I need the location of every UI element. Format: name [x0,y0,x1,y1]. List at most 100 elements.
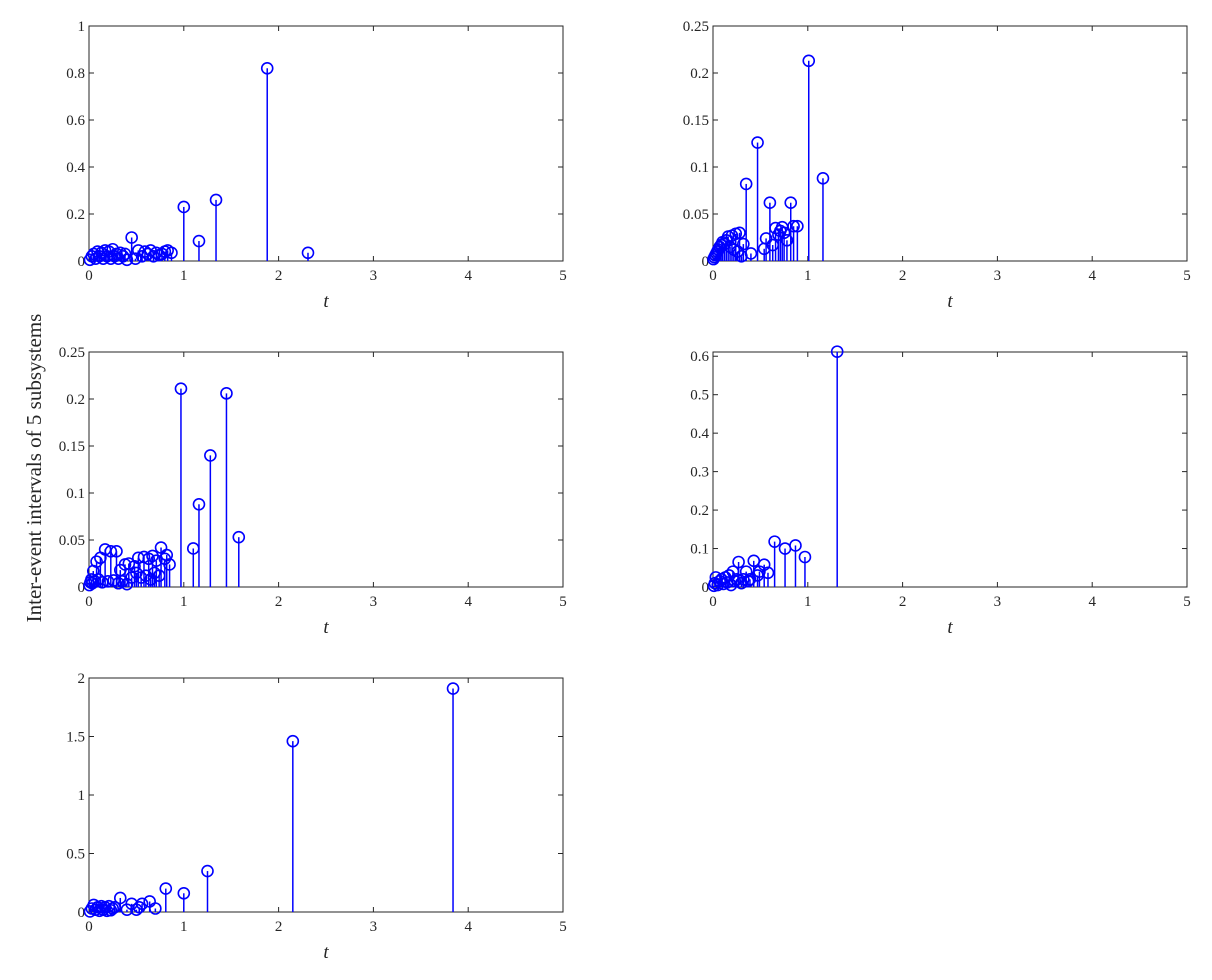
x-tick-label: 3 [994,594,1002,610]
y-tick-label: 0.1 [690,160,709,176]
x-tick-label: 5 [559,919,567,935]
y-tick-label: 0.2 [690,66,709,82]
stem-marker [220,387,233,400]
x-tick-label: 5 [559,594,567,610]
x-tick-label: 4 [1088,268,1096,284]
y-tick-label: 0.3 [690,465,709,481]
subplot-1: 0 1 2 3 4 5 0 0.2 0.4 0.6 0.8 1 t [66,19,567,312]
stem-marker [113,891,127,905]
subplot-5: 0 1 2 3 4 5 0 0.5 1 1.5 2 t [66,671,567,963]
x-tick-label: 3 [370,919,378,935]
x-tick-label: 0 [709,594,717,610]
stem-marker [802,54,816,68]
stem-marker [737,237,750,251]
x-tick-label: 5 [1183,594,1191,610]
y-tick-label: 0.25 [59,345,85,361]
stem-marker [286,734,300,748]
subplot-4: 0 1 2 3 4 5 0 0.1 0.2 0.3 0.4 0.5 0.6 t [690,345,1191,638]
x-tick-label: 2 [275,594,283,610]
stem-marker [110,544,123,558]
y-tick-label: 0.6 [66,113,85,129]
stem-marker [768,535,781,548]
stem-series [83,62,315,267]
stem-series [707,345,844,593]
stem-marker [777,226,791,240]
x-tick-label: 5 [559,268,567,284]
y-tick-label: 0 [702,254,710,270]
stem-marker [174,382,188,395]
x-tick-label: 3 [994,268,1002,284]
x-tick-label: 4 [1088,594,1096,610]
stem-marker [739,565,753,578]
y-tick-label: 0.5 [690,388,709,404]
x-tick-label: 1 [180,919,188,935]
y-tick-label: 0.2 [66,207,85,223]
y-tick-label: 0.6 [690,349,709,365]
x-axis-label: t [323,617,329,638]
stem-series [707,54,830,266]
stem-marker [149,902,162,915]
stem-marker [159,882,173,895]
axes-frame [712,351,1188,588]
y-tick-label: 0.5 [66,847,85,863]
x-tick-label: 0 [85,594,93,610]
y-tick-label: 0.1 [690,542,709,558]
stem-marker [728,574,742,588]
y-tick-label: 1 [78,788,86,804]
y-tick-label: 0.2 [66,392,85,408]
x-axis-label: t [323,942,329,963]
stem-marker [150,554,163,567]
stem-marker [120,253,134,267]
x-tick-label: 4 [464,594,472,610]
y-tick-label: 0.4 [66,160,85,176]
stem-marker [739,177,753,191]
x-tick-label: 0 [709,268,717,284]
stem-marker [751,136,764,149]
stem-marker [780,234,794,247]
stem-marker [129,252,142,265]
y-tick-label: 0 [78,254,86,270]
stem-marker [787,219,800,233]
axes-frame [88,677,564,913]
stem-marker [209,193,223,207]
x-tick-label: 2 [275,268,283,284]
y-tick-label: 0.1 [66,486,85,502]
stem-marker [743,573,757,586]
stem-marker [816,171,830,185]
x-axis-label: t [947,291,953,312]
stem-marker [135,897,149,911]
stem-marker [763,196,777,210]
stem-marker [232,530,246,544]
x-tick-label: 1 [804,594,812,610]
y-tick-label: 0.15 [683,113,709,129]
stem-marker [789,539,802,552]
stem-marker [709,571,723,584]
x-tick-label: 2 [275,919,283,935]
stem-marker [757,558,771,571]
y-tick-label: 0.05 [59,533,85,549]
y-tick-label: 2 [78,671,86,687]
x-axis-label: t [947,617,953,638]
stem-marker [830,345,844,358]
stem-marker [744,247,758,260]
stem-marker [798,550,812,564]
y-tick-label: 0.8 [66,66,85,82]
x-tick-label: 0 [85,268,93,284]
stem-marker [733,226,746,240]
y-tick-label: 0.4 [690,426,709,442]
axes-frame [88,351,564,588]
stem-marker [142,552,156,566]
stem-marker [260,62,274,75]
x-tick-label: 3 [370,594,378,610]
stem-marker [192,497,206,511]
y-tick-label: 0 [78,905,86,921]
y-tick-label: 1 [78,19,86,35]
x-tick-label: 4 [464,919,472,935]
x-tick-label: 0 [85,919,93,935]
x-tick-label: 2 [899,268,907,284]
stem-marker [192,234,206,248]
stem-marker [784,196,798,210]
stem-marker [759,232,773,245]
axes-frame [712,25,1188,262]
stem-marker [791,219,804,233]
